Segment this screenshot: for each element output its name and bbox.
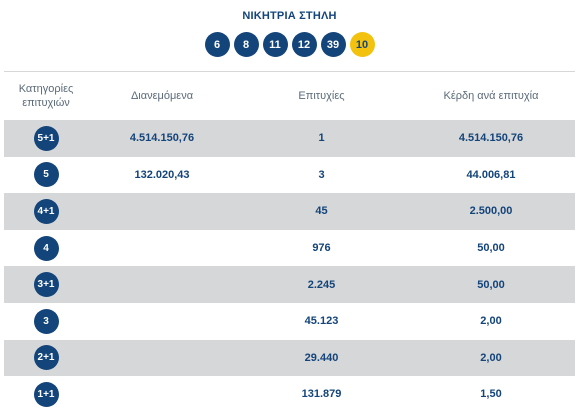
winning-numbers: 6 8 11 12 39 10 <box>0 32 579 57</box>
category-badge: 4 <box>33 235 59 261</box>
column-header-prize: Κέρδη ανά επιτυχία <box>443 90 539 102</box>
table-row: 3 45.123 2,00 <box>4 302 575 340</box>
prize-value: 2.500,00 <box>469 205 513 218</box>
category-badge: 5 <box>33 162 59 188</box>
winners-value: 131.879 <box>301 388 342 401</box>
winning-column-title: ΝΙΚΗΤΡΙΑ ΣΤΗΛΗ <box>242 10 337 22</box>
winners-value: 45 <box>315 205 328 218</box>
prize-value: 44.006,81 <box>466 168 516 181</box>
number-ball: 6 <box>204 32 230 57</box>
table-row: 2+1 29.440 2,00 <box>4 339 575 377</box>
prize-value: 50,00 <box>477 242 505 255</box>
number-ball: 12 <box>291 32 317 57</box>
number-ball: 11 <box>262 32 288 57</box>
category-badge: 2+1 <box>33 345 59 371</box>
prize-value: 4.514.150,76 <box>458 132 524 145</box>
category-badge: 3+1 <box>33 272 59 298</box>
bonus-number-ball: 10 <box>349 32 375 57</box>
table-header: Κατηγορίες επιτυχιών Διανεμόμενα Επιτυχί… <box>4 71 575 120</box>
table-row: 4+1 45 2.500,00 <box>4 193 575 230</box>
winners-value: 3 <box>318 168 325 181</box>
table-row: 5+1 4.514.150,76 1 4.514.150,76 <box>4 120 575 157</box>
column-header-category: Κατηγορίες επιτυχιών <box>4 82 88 110</box>
column-header-winners: Επιτυχίες <box>298 90 345 102</box>
winners-value: 2.245 <box>307 278 336 291</box>
table-row: 4 976 50,00 <box>4 229 575 267</box>
distributed-value: 132.020,43 <box>134 168 190 181</box>
prize-value: 1,50 <box>480 388 502 401</box>
number-ball: 8 <box>233 32 259 57</box>
winners-value: 45.123 <box>304 315 339 328</box>
number-ball: 39 <box>320 32 346 57</box>
column-header-distributed: Διανεμόμενα <box>130 90 194 102</box>
column-header-category-line1: Κατηγορίες <box>18 83 74 95</box>
winners-value: 1 <box>318 132 325 145</box>
table-row: 1+1 131.879 1,50 <box>4 376 575 409</box>
table-row: 5 132.020,43 3 44.006,81 <box>4 156 575 194</box>
distributed-value: 4.514.150,76 <box>129 132 195 145</box>
prize-table: Κατηγορίες επιτυχιών Διανεμόμενα Επιτυχί… <box>4 71 575 409</box>
prize-value: 50,00 <box>477 278 505 291</box>
column-header-category-line2: επιτυχιών <box>22 97 70 109</box>
category-badge: 5+1 <box>33 125 59 151</box>
category-badge: 3 <box>33 308 59 334</box>
winners-value: 976 <box>312 242 331 255</box>
winners-value: 29.440 <box>304 351 339 364</box>
category-badge: 1+1 <box>33 381 59 407</box>
prize-value: 2,00 <box>480 315 502 328</box>
table-row: 3+1 2.245 50,00 <box>4 266 575 303</box>
prize-value: 2,00 <box>480 351 502 364</box>
category-badge: 4+1 <box>33 198 59 224</box>
